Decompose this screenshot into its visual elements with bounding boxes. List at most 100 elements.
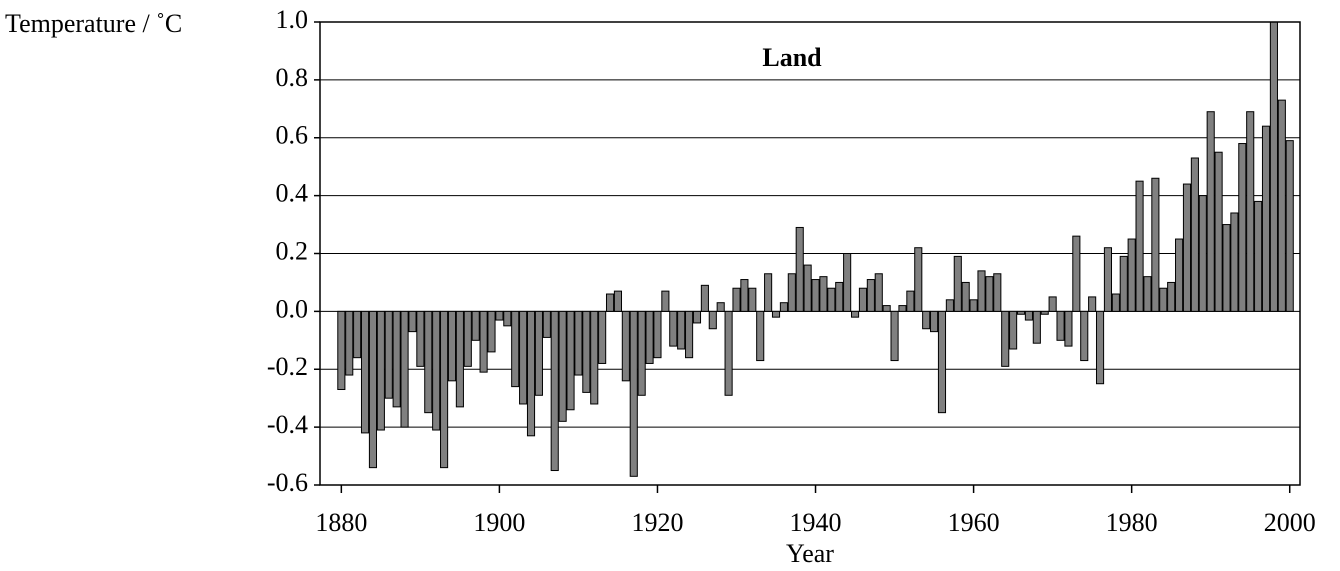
bar xyxy=(1111,293,1120,312)
bar xyxy=(764,273,773,312)
chart-title: Land xyxy=(762,43,822,72)
bar xyxy=(487,310,496,353)
bar xyxy=(977,270,986,312)
bar xyxy=(985,276,994,312)
bar xyxy=(953,255,962,312)
bar xyxy=(368,310,378,469)
bar xyxy=(360,310,370,434)
bar xyxy=(708,310,717,330)
bar xyxy=(677,310,686,350)
bar xyxy=(613,290,623,312)
bar xyxy=(432,310,441,431)
bar xyxy=(1024,310,1033,321)
bar xyxy=(408,310,417,333)
bar xyxy=(566,310,575,411)
bar xyxy=(858,287,868,312)
bar xyxy=(1016,310,1026,315)
bar xyxy=(376,310,385,431)
bar xyxy=(669,310,678,347)
bar xyxy=(1285,140,1294,312)
bar xyxy=(1009,310,1018,350)
bar xyxy=(1159,287,1168,312)
bar xyxy=(1277,99,1286,312)
bar xyxy=(922,310,931,330)
bar xyxy=(890,310,899,362)
bar xyxy=(574,310,583,376)
bar xyxy=(511,310,520,388)
bar xyxy=(463,310,472,367)
bar xyxy=(827,287,836,312)
bar xyxy=(1032,310,1041,344)
bar xyxy=(479,310,488,373)
bar xyxy=(440,310,449,469)
bar xyxy=(455,310,464,408)
bar xyxy=(645,310,654,364)
bar xyxy=(1230,212,1239,312)
bar xyxy=(1269,21,1278,312)
bar xyxy=(1119,255,1128,312)
bar xyxy=(961,281,970,312)
bar xyxy=(1127,238,1136,312)
y-tick-label: -0.2 xyxy=(267,352,308,381)
x-tick-label: 1940 xyxy=(790,508,842,537)
bar xyxy=(471,310,480,341)
bar xyxy=(1072,235,1081,312)
bar xyxy=(1175,238,1184,312)
y-tick-label: 0.8 xyxy=(276,63,309,92)
bar xyxy=(1080,310,1089,362)
bar xyxy=(1246,111,1255,312)
x-tick-label: 1980 xyxy=(1106,508,1158,537)
bar xyxy=(1222,224,1231,312)
bar xyxy=(771,310,781,318)
y-tick-label: -0.4 xyxy=(267,410,308,439)
bar xyxy=(1167,281,1176,312)
bar xyxy=(1001,310,1010,367)
bar xyxy=(558,310,567,422)
bar xyxy=(447,310,457,382)
bar xyxy=(795,226,804,312)
bar xyxy=(685,310,694,359)
bar xyxy=(661,290,670,312)
bar xyxy=(906,290,915,312)
plot-frame xyxy=(319,21,1301,486)
bar xyxy=(843,253,852,312)
x-tick-label: 1920 xyxy=(631,508,683,537)
bar xyxy=(392,310,401,408)
bar xyxy=(629,310,638,477)
bar xyxy=(1190,157,1199,312)
bar xyxy=(337,310,346,391)
bar xyxy=(621,310,630,382)
bar xyxy=(1040,310,1049,315)
bar xyxy=(424,310,433,414)
bar xyxy=(1198,195,1207,312)
bar xyxy=(605,293,615,312)
bar xyxy=(930,310,939,333)
bar xyxy=(937,310,947,414)
bar xyxy=(779,302,788,312)
bar xyxy=(1261,125,1271,312)
y-tick-label: 0.6 xyxy=(276,121,309,150)
bar xyxy=(1135,180,1144,312)
x-tick-label: 1880 xyxy=(315,508,367,537)
bar xyxy=(526,310,536,437)
bar xyxy=(898,305,907,312)
bar xyxy=(1088,296,1097,312)
bar xyxy=(740,279,749,312)
bar xyxy=(748,287,757,312)
bar xyxy=(550,310,559,472)
bar xyxy=(1064,310,1073,347)
bar xyxy=(1143,276,1152,312)
bar xyxy=(803,264,812,312)
bar xyxy=(874,273,883,312)
y-tick-label: 0.0 xyxy=(276,294,309,323)
bar xyxy=(345,310,354,376)
bar xyxy=(416,310,425,367)
bar xyxy=(1254,200,1263,312)
bar xyxy=(716,302,725,312)
bar xyxy=(1206,111,1215,312)
bar xyxy=(1103,247,1113,312)
bar xyxy=(1238,143,1247,312)
y-tick-label: 1.0 xyxy=(276,5,309,34)
bar xyxy=(503,310,512,327)
bar xyxy=(542,310,551,338)
